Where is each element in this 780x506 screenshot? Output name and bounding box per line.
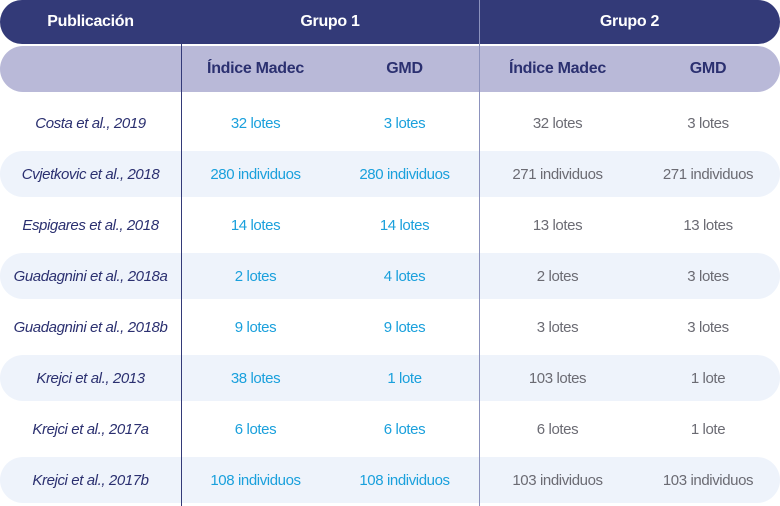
subheader-g2-gmd: GMD	[689, 60, 727, 77]
table-row: Guadagnini et al., 2018a 2 lotes 4 lotes 2 …	[0, 253, 780, 299]
header-publication: Publicación	[47, 13, 134, 30]
cell-g1-gmd: 4 lotes	[383, 267, 426, 285]
cell-g2-madec: 13 lotes	[532, 216, 583, 234]
cell-g1-madec: 108 individuos	[210, 471, 301, 489]
subheader-g1-madec: Índice Madec	[207, 60, 304, 77]
cell-g2-madec: 2 lotes	[536, 267, 579, 285]
cell-g2-madec: 103 individuos	[512, 471, 603, 489]
header-group-2: Grupo 2	[599, 13, 660, 30]
table-row: Cvjetkovic et al., 2018 280 individuos 280…	[0, 151, 780, 197]
cell-g1-gmd: 3 lotes	[383, 114, 426, 132]
header-row: Publicación Grupo 1 Grupo 2	[0, 0, 780, 44]
cell-g2-madec: 3 lotes	[536, 318, 579, 336]
cell-publication: Guadagnini et al., 2018b	[13, 318, 168, 336]
cell-g1-madec: 2 lotes	[234, 267, 277, 285]
cell-g1-madec: 280 individuos	[210, 165, 301, 183]
cell-g1-gmd: 9 lotes	[383, 318, 426, 336]
cell-g1-gmd: 6 lotes	[383, 420, 426, 438]
cell-g1-gmd: 1 lote	[387, 369, 422, 387]
table-row: Espigares et al., 2018 14 lotes 14 lotes 13…	[0, 202, 780, 248]
column-divider-1	[181, 0, 182, 506]
cell-g2-madec: 271 individuos	[512, 165, 603, 183]
subheader-g2-madec: Índice Madec	[509, 60, 606, 77]
cell-g2-gmd: 13 lotes	[683, 216, 733, 234]
subheader-row: Índice Madec GMD Índice Madec GMD	[0, 46, 780, 92]
table-row: Costa et al., 2019 32 lotes 3 lotes 32 lote…	[0, 100, 780, 146]
cell-g1-madec: 14 lotes	[230, 216, 281, 234]
header-group-1: Grupo 1	[300, 13, 360, 30]
cell-g2-gmd: 103 individuos	[662, 471, 754, 489]
cell-g2-gmd: 271 individuos	[662, 165, 754, 183]
table-row: Guadagnini et al., 2018b 9 lotes 9 lotes 3 …	[0, 304, 780, 350]
cell-g1-gmd: 280 individuos	[359, 165, 450, 183]
cell-publication: Espigares et al., 2018	[22, 216, 159, 234]
cell-g1-gmd: 108 individuos	[359, 471, 450, 489]
cell-g1-madec: 38 lotes	[230, 369, 281, 387]
table-row: Krejci et al., 2013 38 lotes 1 lote 103 lot…	[0, 355, 780, 401]
cell-publication: Krejci et al., 2013	[36, 369, 145, 387]
cell-g2-madec: 6 lotes	[536, 420, 579, 438]
cell-g1-madec: 32 lotes	[230, 114, 281, 132]
cell-publication: Krejci et al., 2017a	[32, 420, 149, 438]
cell-g2-madec: 32 lotes	[532, 114, 583, 132]
table-row: Krejci et al., 2017a 6 lotes 6 lotes 6 lote…	[0, 406, 780, 452]
cell-g2-gmd: 3 lotes	[687, 114, 729, 132]
cell-g2-gmd: 3 lotes	[687, 318, 729, 336]
cell-publication: Krejci et al., 2017b	[32, 471, 149, 489]
cell-g2-gmd: 1 lote	[690, 369, 726, 387]
cell-g2-madec: 103 lotes	[528, 369, 587, 387]
cell-g1-gmd: 14 lotes	[379, 216, 430, 234]
cell-g1-madec: 9 lotes	[234, 318, 277, 336]
cell-publication: Costa et al., 2019	[35, 114, 146, 132]
column-divider-2	[479, 0, 480, 506]
cell-g2-gmd: 1 lote	[690, 420, 726, 438]
cell-publication: Cvjetkovic et al., 2018	[21, 165, 160, 183]
cell-g1-madec: 6 lotes	[234, 420, 277, 438]
subheader-g1-gmd: GMD	[386, 60, 423, 77]
cell-g2-gmd: 3 lotes	[687, 267, 729, 285]
table-row: Krejci et al., 2017b 108 individuos 108 in…	[0, 457, 780, 503]
cell-publication: Guadagnini et al., 2018a	[13, 267, 168, 285]
